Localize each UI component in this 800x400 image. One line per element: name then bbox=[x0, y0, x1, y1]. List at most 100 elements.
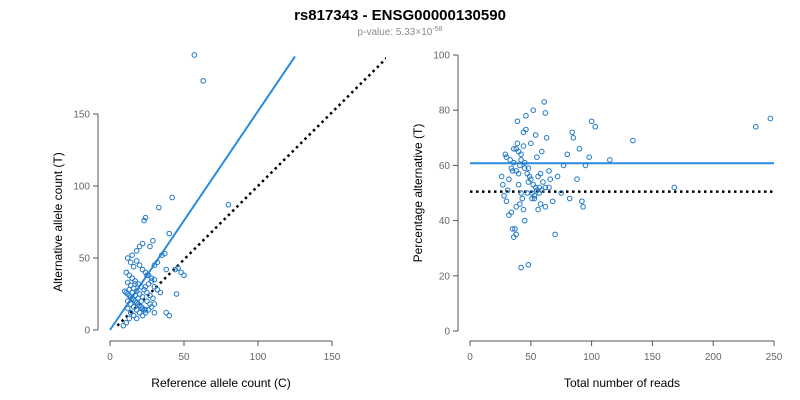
data-point bbox=[147, 301, 153, 307]
data-point bbox=[518, 264, 524, 271]
data-point bbox=[513, 204, 520, 210]
data-point bbox=[124, 298, 131, 305]
data-point bbox=[150, 237, 156, 244]
data-point bbox=[570, 135, 577, 141]
data-point bbox=[507, 157, 513, 163]
plot-area-allele-counts bbox=[109, 52, 386, 331]
data-point bbox=[592, 123, 599, 130]
data-point bbox=[566, 195, 573, 202]
data-point bbox=[630, 137, 636, 144]
data-point bbox=[157, 289, 164, 296]
data-point bbox=[120, 322, 127, 329]
data-point bbox=[535, 206, 541, 213]
data-point bbox=[200, 78, 207, 84]
data-point bbox=[569, 129, 575, 136]
y-axis-percentage-alternative: 0 20 40 60 80 100 bbox=[433, 51, 459, 338]
y-tick-label: 80 bbox=[439, 106, 451, 117]
data-point bbox=[508, 165, 515, 171]
data-point bbox=[509, 168, 516, 174]
data-point bbox=[506, 176, 512, 182]
data-point bbox=[129, 295, 135, 302]
data-point bbox=[123, 289, 130, 296]
data-point bbox=[124, 279, 131, 286]
y-tick-label: 0 bbox=[444, 327, 450, 338]
data-point bbox=[126, 292, 133, 299]
y-tick-label: 20 bbox=[439, 271, 451, 282]
data-point bbox=[564, 151, 571, 158]
data-point bbox=[145, 307, 152, 313]
data-point bbox=[540, 179, 546, 185]
y-axis-label: Alternative allele count (T) bbox=[51, 152, 65, 291]
x-tick-label: 100 bbox=[583, 352, 600, 363]
data-point bbox=[521, 165, 528, 171]
data-point bbox=[133, 315, 140, 322]
y-tick-label: 150 bbox=[73, 110, 90, 121]
data-point bbox=[525, 261, 532, 268]
data-point bbox=[123, 320, 130, 326]
data-point bbox=[151, 309, 158, 316]
data-point bbox=[123, 269, 130, 276]
data-point bbox=[510, 159, 517, 166]
data-point bbox=[500, 181, 506, 188]
data-point bbox=[130, 304, 137, 310]
data-point bbox=[506, 212, 512, 218]
data-point bbox=[529, 195, 535, 202]
data-point bbox=[528, 140, 534, 147]
figure-title: rs817343 - ENSG00000130590 bbox=[294, 7, 506, 24]
data-point bbox=[172, 266, 178, 273]
data-point bbox=[150, 295, 156, 302]
data-point bbox=[151, 284, 158, 290]
data-point bbox=[509, 226, 516, 232]
data-point bbox=[130, 263, 137, 270]
x-tick-label: 100 bbox=[250, 352, 267, 363]
data-point bbox=[173, 291, 180, 297]
data-point bbox=[546, 184, 552, 191]
data-point bbox=[514, 118, 521, 125]
data-point bbox=[141, 217, 147, 224]
x-tick-label: 150 bbox=[324, 352, 341, 363]
data-point bbox=[552, 231, 558, 238]
data-point bbox=[156, 204, 162, 211]
data-point bbox=[144, 272, 150, 279]
y-axis-allele-counts: 0 50 100 150 bbox=[73, 110, 99, 337]
data-point bbox=[532, 184, 539, 191]
pvalue-subtitle: p-value: 5.33×10-58 bbox=[358, 26, 443, 38]
data-point bbox=[498, 173, 505, 180]
data-point bbox=[138, 298, 144, 305]
data-point bbox=[504, 187, 511, 194]
x-axis-allele-counts: 0 50 100 150 bbox=[107, 340, 341, 363]
data-point bbox=[132, 292, 138, 299]
data-point bbox=[139, 240, 146, 247]
data-point bbox=[543, 135, 550, 141]
data-point bbox=[163, 266, 170, 273]
data-point bbox=[513, 231, 520, 238]
data-point bbox=[525, 179, 532, 185]
data-point bbox=[141, 286, 147, 293]
data-point bbox=[144, 298, 150, 305]
x-axis-percentage-alternative: 0 50 100 150 200 250 bbox=[467, 340, 783, 363]
data-point bbox=[549, 198, 556, 205]
data-point bbox=[515, 170, 522, 177]
x-axis-label: Total number of reads bbox=[564, 376, 680, 390]
data-point bbox=[142, 309, 149, 316]
data-point bbox=[520, 143, 527, 149]
data-point bbox=[503, 198, 510, 205]
data-point bbox=[607, 157, 613, 163]
y-tick-label: 40 bbox=[439, 216, 451, 227]
data-point bbox=[546, 168, 552, 174]
data-point bbox=[752, 123, 759, 130]
data-point bbox=[523, 112, 529, 119]
y-tick-label: 0 bbox=[84, 326, 90, 337]
data-point bbox=[671, 184, 678, 191]
data-point bbox=[178, 269, 184, 276]
data-point bbox=[127, 259, 134, 266]
data-point bbox=[191, 52, 198, 58]
data-point bbox=[154, 286, 161, 293]
data-point bbox=[517, 162, 523, 169]
y-tick-label: 100 bbox=[433, 51, 450, 62]
data-point bbox=[512, 226, 518, 232]
data-point bbox=[129, 275, 135, 281]
data-point bbox=[126, 272, 133, 279]
data-point bbox=[542, 184, 549, 191]
